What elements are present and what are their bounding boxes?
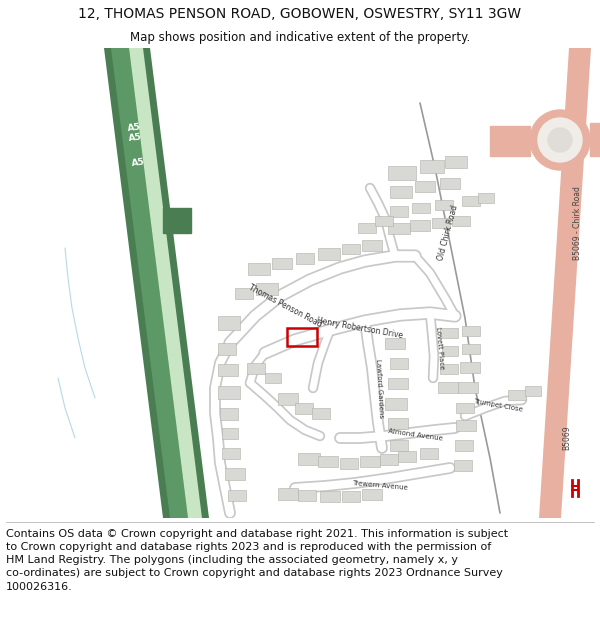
Text: Lawford Gardens: Lawford Gardens [376, 358, 385, 418]
Text: A5: A5 [128, 132, 142, 143]
Bar [442, 346, 458, 356]
Bar [388, 418, 408, 429]
Bar [460, 362, 480, 373]
Bar [525, 386, 541, 396]
Bar [295, 403, 313, 414]
Bar [256, 283, 278, 295]
Bar [220, 408, 238, 420]
Bar [385, 338, 405, 349]
Bar [320, 491, 340, 502]
Text: Lovett Place: Lovett Place [435, 326, 445, 369]
Bar [440, 178, 460, 189]
Bar [462, 326, 480, 336]
Bar [358, 223, 376, 233]
Bar [218, 343, 236, 355]
Text: B5069: B5069 [563, 426, 571, 450]
Text: A5: A5 [127, 122, 141, 133]
Bar [318, 248, 340, 260]
Bar [247, 363, 265, 374]
Text: Thomas Penson Road: Thomas Penson Road [247, 283, 323, 329]
Bar [222, 428, 238, 439]
Bar [218, 316, 240, 330]
Bar [342, 244, 360, 254]
Bar [508, 390, 526, 400]
Bar [390, 358, 408, 369]
Bar [287, 328, 317, 346]
Bar [298, 453, 320, 465]
Bar [272, 258, 292, 269]
Circle shape [530, 110, 590, 170]
Bar [218, 364, 238, 376]
Bar [385, 398, 407, 410]
Polygon shape [490, 126, 530, 156]
Polygon shape [590, 123, 600, 156]
Bar [456, 403, 474, 413]
Bar [380, 454, 398, 465]
Bar [312, 408, 330, 419]
Bar [412, 203, 430, 213]
Text: Almond Avenue: Almond Avenue [388, 428, 443, 442]
Bar [362, 489, 382, 500]
Text: 12, THOMAS PENSON ROAD, GOBOWEN, OSWESTRY, SY11 3GW: 12, THOMAS PENSON ROAD, GOBOWEN, OSWESTR… [79, 8, 521, 21]
Bar [452, 216, 470, 226]
Bar [438, 382, 458, 393]
Bar [455, 440, 473, 451]
Bar [478, 193, 494, 203]
Text: B5069 - Chirk Road: B5069 - Chirk Road [574, 186, 583, 260]
Bar [420, 448, 438, 459]
Bar [390, 440, 408, 451]
Bar [435, 200, 453, 210]
Text: Trumpet Close: Trumpet Close [473, 398, 523, 412]
Bar [296, 253, 314, 264]
Polygon shape [128, 38, 203, 528]
Bar [318, 456, 338, 467]
Bar [456, 420, 476, 431]
Bar [362, 240, 382, 251]
Bar [388, 378, 408, 389]
Bar [462, 196, 480, 206]
Circle shape [548, 128, 572, 152]
Text: Map shows position and indicative extent of the property.: Map shows position and indicative extent… [130, 31, 470, 44]
Bar [222, 448, 240, 459]
Bar [342, 491, 360, 502]
Bar [278, 393, 298, 405]
Polygon shape [163, 208, 191, 233]
Text: Contains OS data © Crown copyright and database right 2021. This information is : Contains OS data © Crown copyright and d… [6, 529, 508, 591]
Bar [228, 490, 246, 501]
Bar [410, 220, 430, 231]
Bar [235, 288, 253, 299]
Text: Old Chirk Road: Old Chirk Road [436, 204, 460, 262]
Bar [432, 218, 450, 228]
Bar [265, 373, 281, 383]
Text: A5: A5 [131, 158, 146, 168]
Bar [360, 456, 380, 467]
Bar [454, 460, 472, 471]
Bar [440, 328, 458, 338]
Polygon shape [110, 38, 189, 528]
Polygon shape [538, 38, 592, 528]
Bar [218, 386, 240, 399]
Bar [420, 160, 444, 173]
Bar [388, 223, 410, 234]
Bar [248, 263, 270, 275]
Bar [388, 166, 416, 180]
Bar [398, 451, 416, 462]
Polygon shape [103, 38, 210, 528]
Bar [390, 206, 408, 217]
Bar [462, 344, 480, 354]
Bar [278, 488, 298, 500]
Bar [340, 458, 358, 469]
Bar [298, 490, 316, 501]
Bar [415, 181, 435, 192]
Bar [375, 216, 393, 226]
Text: Henry Robertson Drive: Henry Robertson Drive [316, 316, 404, 340]
Text: Trewern Avenue: Trewern Avenue [352, 479, 408, 491]
Bar [445, 156, 467, 168]
Bar [390, 186, 412, 198]
Circle shape [538, 118, 582, 162]
Bar [440, 364, 458, 374]
Bar [225, 468, 245, 480]
Bar [458, 382, 478, 393]
